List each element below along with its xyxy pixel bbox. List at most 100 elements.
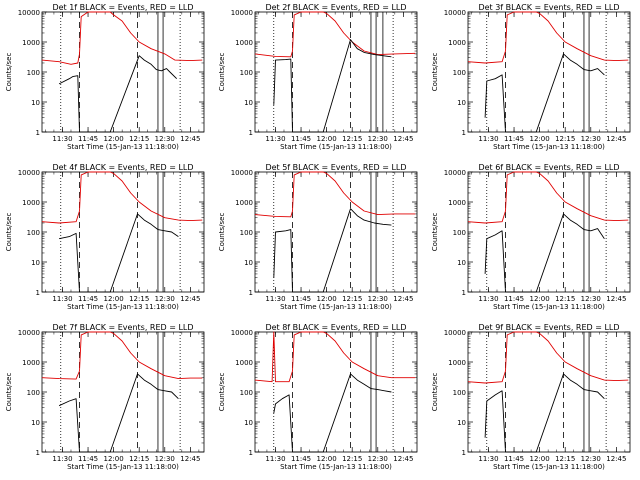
x-tick-label: 12:15 <box>129 455 149 463</box>
x-tick-label: 12:45 <box>180 455 200 463</box>
x-axis-label: Start Time (15-Jan-13 11:18:00) <box>280 143 392 151</box>
y-tick-label: 1 <box>249 289 253 297</box>
panel-title: Det 1f BLACK = Events, RED = LLD <box>52 3 193 12</box>
events-series-line <box>273 373 392 453</box>
lld-series-line <box>254 331 416 383</box>
y-tick-label: 10000 <box>231 9 253 17</box>
x-tick-label: 12:30 <box>368 135 388 143</box>
x-tick-label: 12:00 <box>104 135 124 143</box>
x-axis-label: Start Time (15-Jan-13 11:18:00) <box>493 143 605 151</box>
y-tick-label: 10 <box>244 419 253 427</box>
x-axis-label: Start Time (15-Jan-13 11:18:00) <box>280 463 392 471</box>
plot-frame <box>41 11 205 133</box>
y-axis-label: Counts/sec <box>5 53 13 92</box>
x-tick-label: 11:45 <box>291 295 311 303</box>
lld-series-line <box>41 171 203 224</box>
y-tick-label: 1 <box>36 129 40 137</box>
y-tick-label: 10 <box>244 259 253 267</box>
events-series-line <box>484 53 605 133</box>
y-tick-label: 1000 <box>235 199 253 207</box>
lld-series-line <box>467 11 629 64</box>
lld-series-line <box>41 11 203 65</box>
y-tick-label: 10000 <box>231 169 253 177</box>
plot-frame <box>467 171 631 293</box>
panel-title: Det 2f BLACK = Events, RED = LLD <box>265 3 406 12</box>
x-axis-label: Start Time (15-Jan-13 11:18:00) <box>493 303 605 311</box>
x-tick-label: 11:45 <box>291 135 311 143</box>
y-tick-label: 100 <box>27 229 40 237</box>
y-tick-label: 1 <box>462 449 466 457</box>
y-axis-label: Counts/sec <box>431 213 439 252</box>
lld-series-line <box>467 331 629 384</box>
y-tick-label: 1 <box>36 449 40 457</box>
plot-frame <box>41 171 205 293</box>
y-tick-label: 1 <box>249 449 253 457</box>
x-tick-label: 11:30 <box>478 295 498 303</box>
x-tick-label: 11:45 <box>78 455 98 463</box>
y-tick-label: 1 <box>249 129 253 137</box>
x-tick-label: 12:00 <box>104 455 124 463</box>
x-tick-label: 12:15 <box>342 455 362 463</box>
x-tick-label: 12:15 <box>555 135 575 143</box>
panel-7: Det 7f BLACK = Events, RED = LLD 1 10 100 10… <box>5 323 205 471</box>
x-tick-label: 11:30 <box>265 455 285 463</box>
panel-title: Det 5f BLACK = Events, RED = LLD <box>265 163 406 172</box>
x-tick-label: 11:30 <box>52 295 72 303</box>
y-tick-label: 10000 <box>18 329 40 337</box>
x-tick-label: 12:45 <box>606 455 626 463</box>
x-tick-label: 12:15 <box>342 295 362 303</box>
x-tick-label: 12:15 <box>342 135 362 143</box>
y-tick-label: 100 <box>27 69 40 77</box>
x-tick-label: 12:45 <box>180 135 200 143</box>
events-series-line <box>58 55 178 133</box>
events-series-line <box>484 213 605 293</box>
panel-3: Det 3f BLACK = Events, RED = LLD 1 10 100 10… <box>431 3 631 151</box>
y-tick-label: 1000 <box>22 359 40 367</box>
x-tick-label: 12:15 <box>129 135 149 143</box>
y-tick-label: 10 <box>457 259 466 267</box>
y-axis-label: Counts/sec <box>218 373 226 412</box>
lld-series-line <box>254 11 416 58</box>
panel-8: Det 8f BLACK = Events, RED = LLD 1 10 100 10… <box>218 323 418 471</box>
panel-4: Det 4f BLACK = Events, RED = LLD 1 10 100 10… <box>5 163 205 311</box>
x-tick-label: 12:30 <box>155 135 175 143</box>
x-tick-label: 12:15 <box>555 295 575 303</box>
panel-title: Det 6f BLACK = Events, RED = LLD <box>478 163 619 172</box>
y-tick-label: 1000 <box>448 359 466 367</box>
panel-title: Det 9f BLACK = Events, RED = LLD <box>478 323 619 332</box>
y-tick-label: 100 <box>240 69 253 77</box>
y-tick-label: 100 <box>453 229 466 237</box>
panel-title: Det 4f BLACK = Events, RED = LLD <box>52 163 193 172</box>
events-series-line <box>273 208 392 293</box>
x-axis-label: Start Time (15-Jan-13 11:18:00) <box>67 303 179 311</box>
x-tick-label: 12:00 <box>317 135 337 143</box>
y-tick-label: 1000 <box>235 359 253 367</box>
plot-frame <box>254 331 418 453</box>
y-tick-label: 100 <box>453 69 466 77</box>
x-tick-label: 12:00 <box>317 455 337 463</box>
x-tick-label: 12:30 <box>368 295 388 303</box>
x-tick-label: 11:45 <box>504 455 524 463</box>
panel-6: Det 6f BLACK = Events, RED = LLD 1 10 100 10… <box>431 163 631 311</box>
y-tick-label: 10000 <box>444 9 466 17</box>
x-tick-label: 11:30 <box>478 135 498 143</box>
x-tick-label: 12:00 <box>530 455 550 463</box>
y-tick-label: 1000 <box>235 39 253 47</box>
plot-frame <box>254 11 418 133</box>
x-tick-label: 11:30 <box>52 135 72 143</box>
panel-1: Det 1f BLACK = Events, RED = LLD 1 10 100 10… <box>5 3 205 151</box>
y-tick-label: 10 <box>31 259 40 267</box>
x-tick-label: 11:30 <box>52 455 72 463</box>
x-tick-label: 12:00 <box>530 295 550 303</box>
y-axis-label: Counts/sec <box>431 373 439 412</box>
x-tick-label: 12:30 <box>368 455 388 463</box>
y-tick-label: 10000 <box>18 9 40 17</box>
y-tick-label: 1000 <box>22 39 40 47</box>
events-series-line <box>58 373 179 453</box>
x-tick-label: 12:30 <box>581 295 601 303</box>
x-axis-label: Start Time (15-Jan-13 11:18:00) <box>280 303 392 311</box>
panel-5: Det 5f BLACK = Events, RED = LLD 1 10 100 10… <box>218 163 418 311</box>
panel-9: Det 9f BLACK = Events, RED = LLD 1 10 100 10… <box>431 323 631 471</box>
x-axis-label: Start Time (15-Jan-13 11:18:00) <box>67 463 179 471</box>
x-tick-label: 12:15 <box>129 295 149 303</box>
